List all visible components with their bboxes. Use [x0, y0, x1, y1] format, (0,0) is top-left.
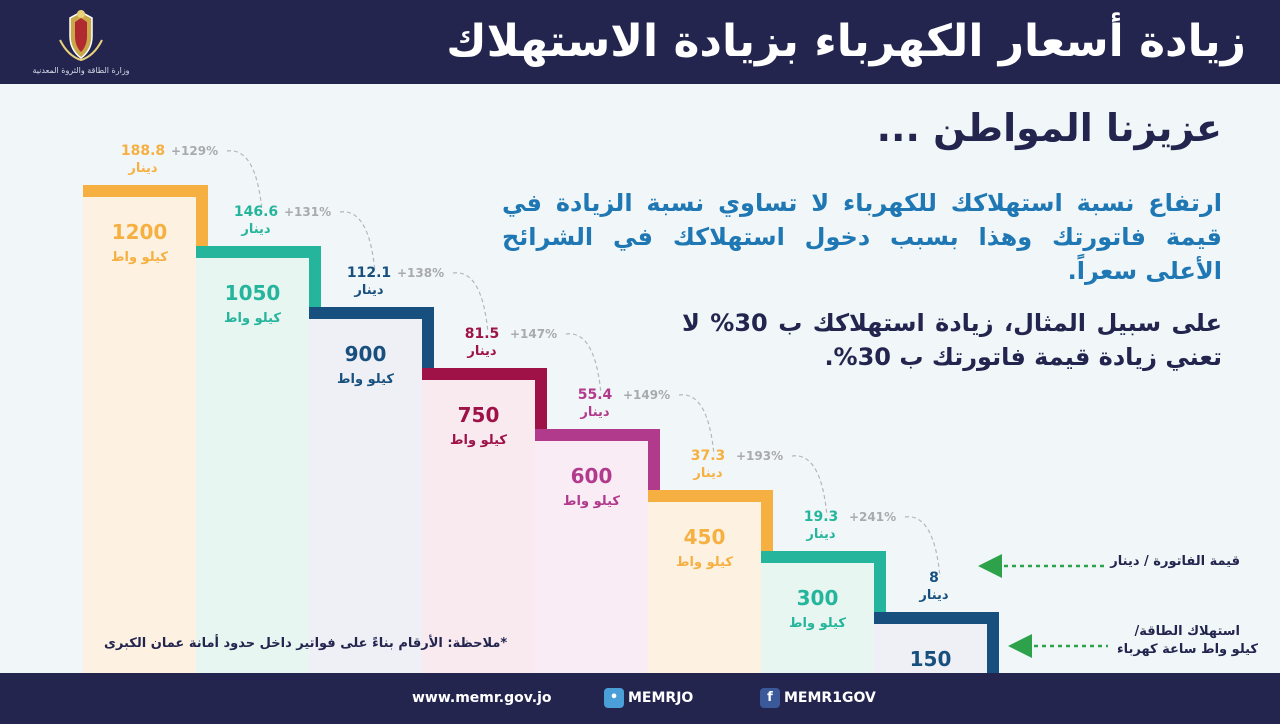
consumption-value: 750 [458, 403, 500, 427]
step-top-5 [648, 490, 773, 502]
legend-consumption-label-1: استهلاك الطاقة/ [1134, 624, 1240, 639]
increase-percent: +193% [736, 449, 783, 463]
consumption-value: 1050 [225, 281, 281, 305]
consumption-unit: كيلو واط [676, 555, 733, 570]
consumption-value: 150 [910, 647, 952, 671]
increase-percent: +241% [849, 510, 896, 524]
page-title: زيادة أسعار الكهرباء بزيادة الاستهلاك [446, 16, 1246, 67]
increase-percent: +131% [284, 205, 331, 219]
bill-unit: دينار [805, 527, 836, 542]
bill-unit: دينار [579, 405, 610, 420]
increase-percent: +149% [623, 388, 670, 402]
step-top-7 [874, 612, 999, 624]
step-riser-5 [761, 490, 773, 563]
legend-consumption-arrow-head [1008, 634, 1032, 658]
bill-unit: دينار [353, 283, 384, 298]
step-top-6 [761, 551, 886, 563]
consumption-unit: كيلو واط [111, 250, 168, 265]
increase-connector [791, 455, 828, 517]
increase-connector [226, 150, 263, 212]
legend-consumption-label-2: كيلو واط ساعة كهرباء [1116, 642, 1258, 657]
bill-unit: دينار [918, 588, 949, 603]
step-fill-5 [648, 490, 761, 673]
ministry-logo: وزارة الطاقة والثروة المعدنية [22, 6, 140, 80]
bill-value: 37.3 [691, 448, 726, 464]
step-riser-0 [196, 185, 208, 258]
consumption-value: 1200 [112, 220, 168, 244]
bill-value: 112.1 [347, 265, 391, 281]
step-fill-4 [535, 429, 648, 673]
increase-connector [904, 516, 941, 578]
step-top-0 [83, 185, 208, 197]
step-fill-3 [422, 368, 535, 673]
step-top-1 [196, 246, 321, 258]
consumption-unit: كيلو واط [337, 372, 394, 387]
step-top-2 [309, 307, 434, 319]
increase-connector [339, 211, 376, 273]
website-link[interactable]: www.memr.gov.jo [412, 690, 552, 706]
step-fill-0 [83, 185, 196, 673]
step-fill-2 [309, 307, 422, 673]
ministry-name: وزارة الطاقة والثروة المعدنية [32, 66, 130, 75]
bill-value: 8 [929, 570, 939, 586]
step-riser-6 [874, 551, 886, 624]
step-riser-4 [648, 429, 660, 502]
step-fill-6 [761, 551, 874, 673]
consumption-value: 300 [797, 586, 839, 610]
increase-percent: +138% [397, 266, 444, 280]
step-riser-7 [987, 612, 999, 685]
consumption-unit: كيلو واط [224, 311, 281, 326]
increase-percent: +129% [171, 144, 218, 158]
example-paragraph: على سبيل المثال، زيادة استهلاكك ب 30% لا… [682, 309, 1222, 371]
greeting-heading: عزيزنا المواطن ... [876, 106, 1222, 150]
bill-value: 188.8 [121, 143, 165, 159]
consumption-unit: كيلو واط [789, 616, 846, 631]
consumption-value: 900 [345, 342, 387, 366]
facebook-icon: f [760, 688, 780, 708]
twitter-link[interactable]: • MEMRJO [604, 687, 693, 709]
step-top-4 [535, 429, 660, 441]
crest-icon [59, 10, 103, 62]
increase-percent: +147% [510, 327, 557, 341]
step-riser-1 [309, 246, 321, 319]
facebook-link[interactable]: f MEMR1GOV [760, 687, 876, 709]
footnote: *ملاحظة: الأرقام بناءً على فواتير داخل ح… [104, 636, 508, 651]
consumption-unit: كيلو واط [450, 433, 507, 448]
increase-connector [452, 272, 489, 334]
bill-value: 146.6 [234, 204, 278, 220]
facebook-handle: MEMR1GOV [784, 690, 876, 706]
bill-unit: دينار [127, 161, 158, 176]
legend-bill-arrow-head [978, 554, 1002, 578]
consumption-value: 450 [684, 525, 726, 549]
increase-connector [565, 333, 602, 395]
step-riser-3 [535, 368, 547, 441]
legend-bill-label: قيمة الفاتورة / دينار [1110, 554, 1240, 569]
bill-value: 19.3 [804, 509, 839, 525]
increase-connector [678, 394, 715, 456]
footer-bar: www.memr.gov.jo • MEMRJO f MEMR1GOV [0, 673, 1280, 724]
step-top-3 [422, 368, 547, 380]
bill-unit: دينار [240, 222, 271, 237]
twitter-handle: MEMRJO [628, 690, 694, 706]
step-fill-1 [196, 246, 309, 673]
consumption-value: 600 [571, 464, 613, 488]
bill-unit: دينار [692, 466, 723, 481]
consumption-unit: كيلو واط [563, 494, 620, 509]
step-riser-2 [422, 307, 434, 380]
twitter-icon: • [604, 688, 624, 708]
bill-value: 55.4 [578, 387, 613, 403]
bill-value: 81.5 [465, 326, 500, 342]
bill-unit: دينار [466, 344, 497, 359]
explanation-paragraph: ارتفاع نسبة استهلاكك للكهرباء لا تساوي ن… [502, 189, 1222, 285]
header-bar: وزارة الطاقة والثروة المعدنية زيادة أسعا… [0, 0, 1280, 84]
